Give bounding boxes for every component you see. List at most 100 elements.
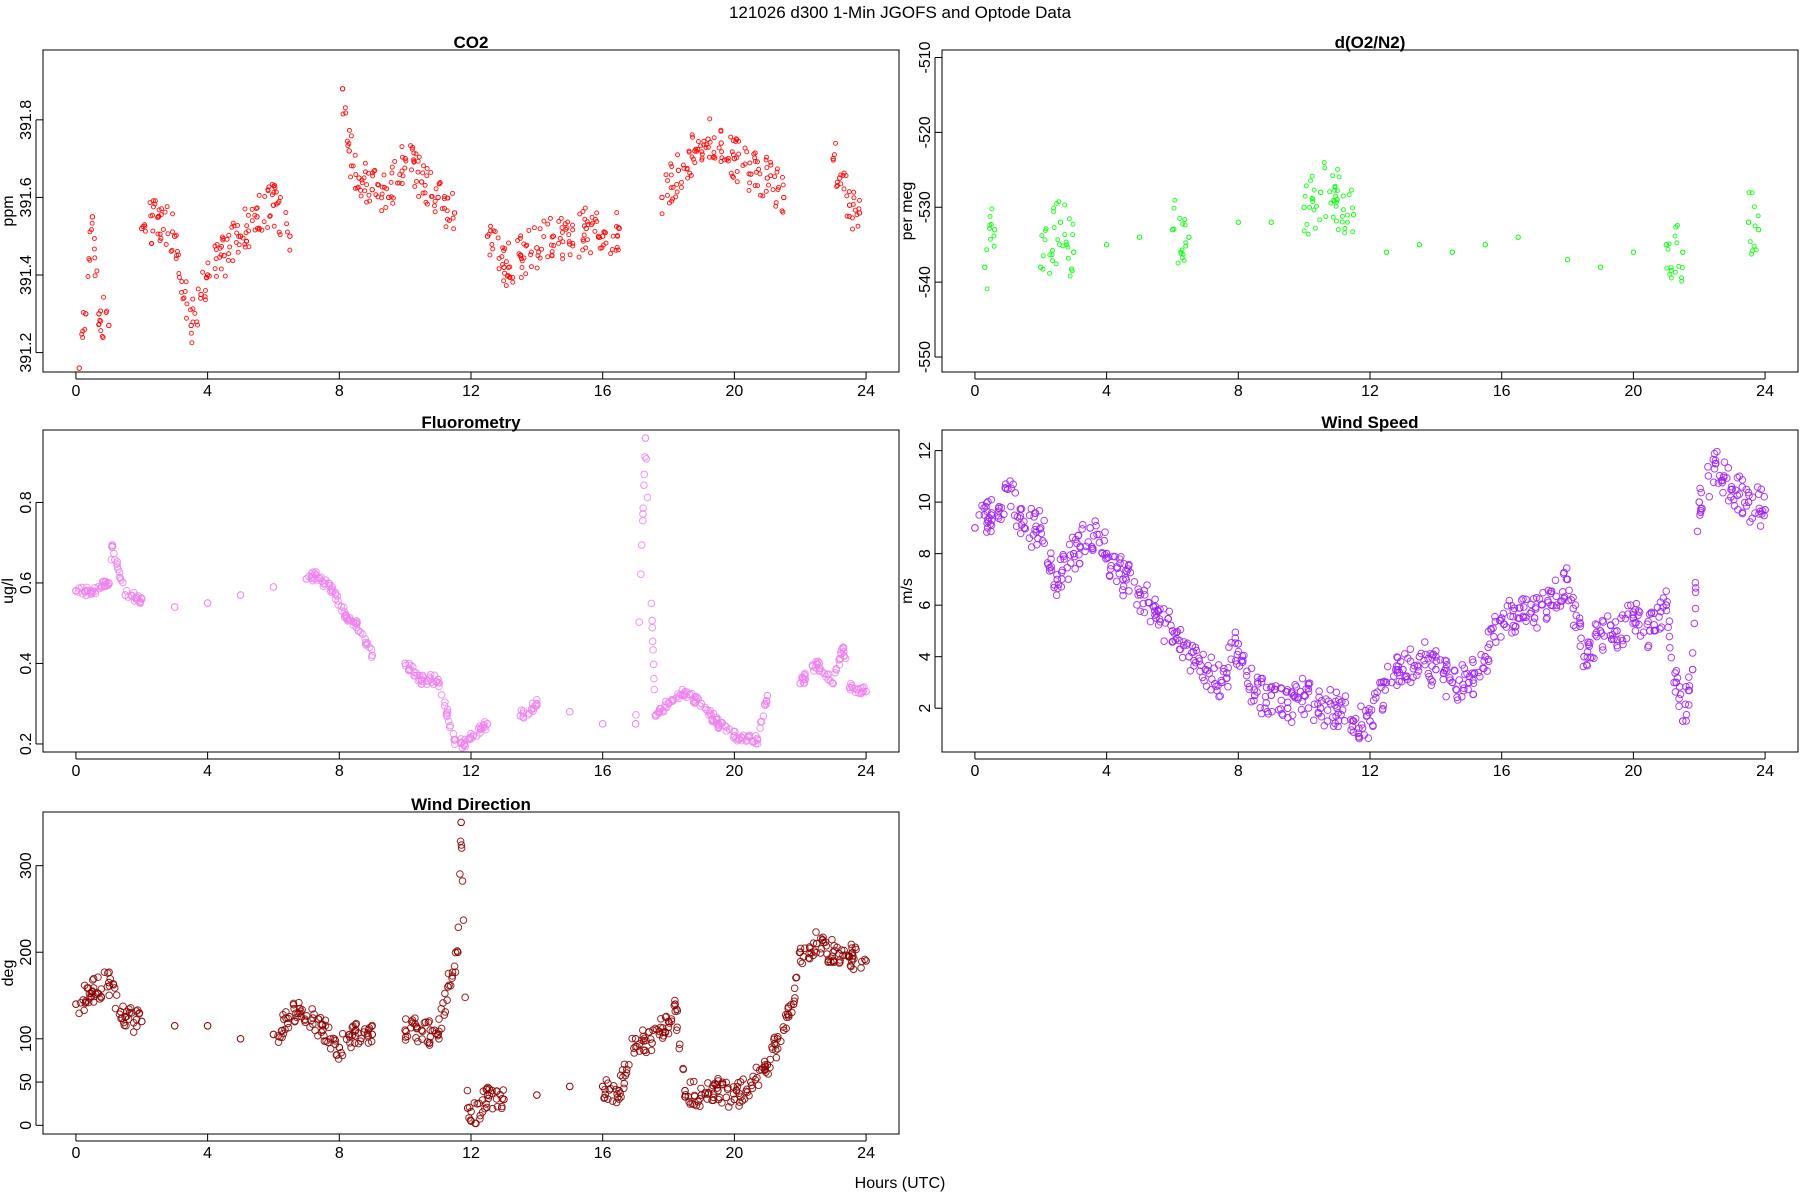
data-point [815, 664, 823, 673]
data-point [488, 223, 494, 229]
data-point [342, 105, 348, 111]
data-point [1491, 612, 1499, 621]
data-point [686, 1078, 695, 1086]
data-point [164, 204, 170, 210]
data-point [401, 1033, 410, 1041]
data-point [987, 509, 996, 517]
data-point [1311, 207, 1317, 213]
data-point [1224, 682, 1232, 691]
data-point [1154, 621, 1163, 629]
data-point [126, 1004, 135, 1012]
data-point [839, 647, 848, 656]
data-point [763, 188, 769, 194]
data-point [368, 1030, 377, 1039]
data-point [133, 1006, 142, 1014]
data-point [296, 1007, 305, 1016]
x-tick-label: 4 [203, 1145, 212, 1162]
data-point [1322, 695, 1330, 703]
data-point [265, 225, 271, 231]
data-point [134, 592, 142, 600]
data-point [648, 623, 657, 632]
data-point [1288, 711, 1297, 720]
data-point [753, 169, 759, 175]
data-point [1650, 627, 1659, 635]
data-point [1186, 666, 1195, 675]
data-point [1755, 213, 1761, 219]
data-point [91, 235, 97, 241]
data-point [327, 588, 335, 596]
data-point [1664, 623, 1672, 632]
data-point [1742, 502, 1751, 510]
data-point [1066, 216, 1072, 222]
data-point [451, 968, 460, 976]
data-point [1231, 628, 1240, 637]
data-point [559, 230, 565, 236]
data-point [645, 1028, 653, 1036]
data-point [1416, 241, 1423, 248]
data-point [152, 198, 158, 204]
data-point [269, 1030, 278, 1039]
data-point [465, 1103, 474, 1112]
data-point [1031, 509, 1039, 517]
x-tick-label: 8 [1234, 383, 1243, 400]
data-point [1047, 562, 1056, 571]
data-point [1380, 677, 1389, 686]
data-point [1102, 549, 1111, 558]
data-point [667, 1017, 676, 1026]
data-point [347, 1043, 355, 1052]
data-point [1340, 193, 1346, 199]
data-point [85, 274, 91, 280]
data-point [357, 1034, 365, 1043]
data-point [409, 167, 415, 173]
data-point [764, 165, 770, 171]
data-point [110, 549, 118, 558]
data-point [205, 260, 211, 266]
data-point [666, 200, 672, 206]
data-point [375, 182, 381, 188]
data-point [839, 644, 847, 653]
data-point [1477, 650, 1485, 659]
data-point [1175, 645, 1184, 654]
data-point [1752, 223, 1758, 229]
data-point [1599, 646, 1607, 654]
data-point [1089, 532, 1098, 540]
data-point [742, 737, 750, 745]
data-point [549, 253, 555, 259]
data-point [682, 693, 691, 702]
x-tick-label: 24 [857, 763, 875, 780]
data-point [1180, 221, 1186, 227]
data-point [433, 186, 439, 192]
data-point [1751, 243, 1757, 249]
data-point [89, 220, 95, 226]
data-point [817, 944, 826, 953]
data-point [673, 194, 679, 200]
data-point [1448, 678, 1457, 687]
data-point [436, 181, 442, 187]
data-point [1690, 619, 1699, 628]
y-tick-label: 12 [917, 442, 934, 460]
data-point [362, 169, 368, 175]
data-point [358, 630, 367, 638]
data-point [1307, 204, 1313, 210]
data-point [784, 1004, 792, 1013]
data-point [284, 229, 290, 235]
data-point [1119, 582, 1128, 591]
data-point [331, 1036, 340, 1045]
data-point [1428, 677, 1437, 686]
data-point [730, 152, 736, 158]
data-point [1684, 686, 1693, 695]
data-point [691, 692, 700, 701]
data-point [1720, 472, 1728, 480]
data-point [1410, 661, 1419, 670]
data-point [1417, 649, 1425, 658]
data-point [1076, 542, 1084, 551]
data-point [668, 185, 674, 191]
data-point [694, 148, 700, 154]
data-point [1370, 689, 1379, 698]
data-point [202, 294, 208, 300]
data-point [1304, 680, 1313, 689]
data-point [1714, 479, 1723, 487]
data-point [858, 957, 866, 966]
data-point [418, 179, 425, 185]
data-point [1350, 205, 1356, 211]
